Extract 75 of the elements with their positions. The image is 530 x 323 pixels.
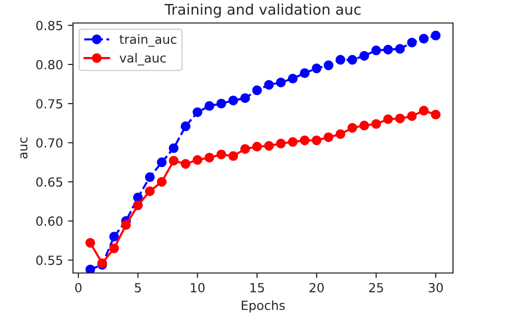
point xyxy=(288,74,298,84)
point xyxy=(430,30,441,40)
point xyxy=(240,144,250,154)
point xyxy=(121,220,131,230)
x-axis-title: Epochs xyxy=(242,300,285,312)
point xyxy=(240,93,250,103)
y-tick-label: 0.75 xyxy=(36,99,62,109)
point xyxy=(347,54,358,65)
point xyxy=(109,232,119,242)
x-tick-label: 25 xyxy=(369,282,384,292)
point xyxy=(359,120,370,130)
point xyxy=(288,137,298,147)
point xyxy=(168,156,179,166)
point xyxy=(109,243,119,254)
point xyxy=(336,54,346,65)
point xyxy=(264,140,274,151)
point xyxy=(144,172,155,182)
legend-label: val_auc xyxy=(120,52,166,66)
point xyxy=(359,51,370,61)
x-tick-label: 10 xyxy=(190,282,205,292)
point xyxy=(228,96,238,106)
legend-label: train_auc xyxy=(120,34,176,47)
point xyxy=(324,132,334,142)
point xyxy=(252,142,262,152)
point xyxy=(144,186,155,196)
point xyxy=(192,107,202,118)
point xyxy=(383,114,393,124)
point xyxy=(133,200,143,210)
point xyxy=(418,34,429,44)
point xyxy=(300,136,310,146)
y-tick-label: 0.60 xyxy=(36,216,62,226)
point xyxy=(216,150,226,160)
point xyxy=(85,264,96,273)
point xyxy=(204,152,214,162)
point xyxy=(336,129,346,139)
y-tick-label: 0.80 xyxy=(36,60,62,70)
point xyxy=(347,122,358,133)
x-tick-label: 15 xyxy=(250,283,264,292)
point xyxy=(300,68,310,78)
point xyxy=(168,143,179,154)
x-tick-label: 5 xyxy=(134,283,141,292)
point xyxy=(324,60,334,70)
point xyxy=(395,114,405,124)
point xyxy=(371,46,382,56)
y-tick-label: 0.55 xyxy=(36,256,62,266)
x-tick-label: 20 xyxy=(310,282,324,292)
point xyxy=(252,85,262,96)
point xyxy=(430,110,441,120)
chart-title: Training and validation auc xyxy=(164,4,361,18)
point xyxy=(85,238,96,248)
y-axis-title: auc xyxy=(20,138,28,158)
x-tick-label: 0 xyxy=(75,282,82,292)
point xyxy=(204,101,214,111)
point xyxy=(156,176,167,187)
point xyxy=(395,44,405,54)
y-tick-label: 0.65 xyxy=(36,177,62,187)
point xyxy=(312,64,322,74)
point xyxy=(180,158,190,169)
point xyxy=(407,111,417,121)
point xyxy=(276,138,286,148)
point xyxy=(383,44,393,54)
x-tick-label: 30 xyxy=(428,282,443,292)
point xyxy=(192,155,202,165)
point xyxy=(407,38,417,48)
point xyxy=(264,80,274,90)
point xyxy=(276,78,286,88)
y-tick-label: 0.85 xyxy=(36,20,62,30)
point xyxy=(216,98,226,108)
point xyxy=(418,106,429,116)
point xyxy=(312,136,322,146)
point xyxy=(156,157,167,168)
point xyxy=(180,121,190,132)
point xyxy=(371,119,382,129)
point xyxy=(228,151,238,161)
y-tick-label: 0.70 xyxy=(36,138,62,148)
